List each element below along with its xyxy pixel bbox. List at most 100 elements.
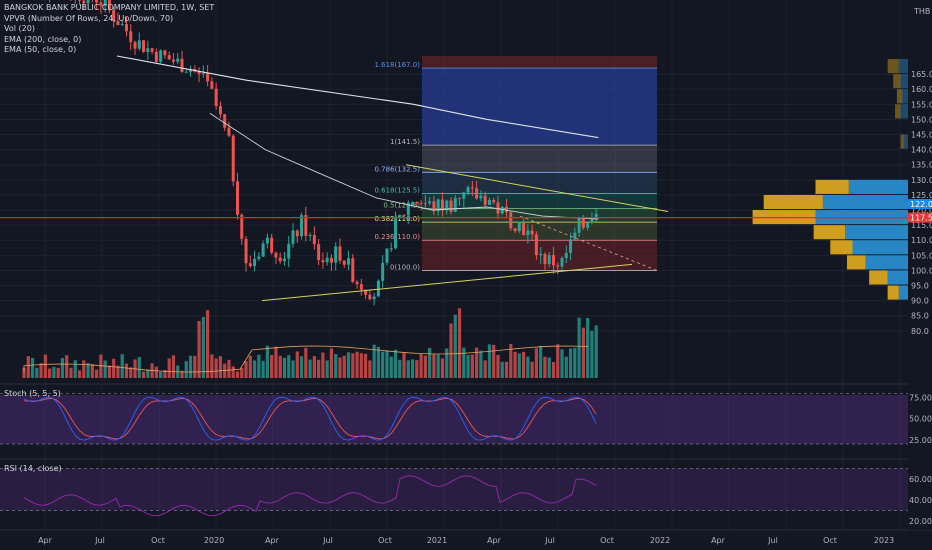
volume-bar <box>453 314 457 378</box>
candle-body <box>415 202 419 204</box>
stoch-k-line <box>23 396 597 441</box>
candle-body <box>82 0 86 4</box>
volume-bar <box>52 366 56 378</box>
candle-body <box>393 216 397 249</box>
legend-vol[interactable]: Vol (20) <box>4 24 35 33</box>
price-tick-label: 115.0 <box>911 221 932 230</box>
candle-body <box>543 253 547 265</box>
rsi-pane <box>0 468 908 517</box>
volume-bar <box>415 360 419 378</box>
volume-bar <box>159 371 163 378</box>
volume-bar <box>581 327 585 378</box>
volume-bar <box>26 356 30 378</box>
rsi-tick-label: 40.00 <box>909 496 932 505</box>
volume-bar <box>317 359 321 378</box>
legend-ema200[interactable]: EMA (200, close, 0) <box>4 34 82 44</box>
volume-bar <box>479 350 483 378</box>
volume-bars <box>22 308 598 378</box>
candle-body <box>406 205 410 216</box>
volume-bar <box>586 318 590 378</box>
candle-body <box>432 201 436 212</box>
volume-profile-down <box>887 285 899 300</box>
candle-body <box>278 257 282 262</box>
price-axis[interactable]: THB 165.0 160.0 155.0 150.0 145.0 140.0 135.0 13… <box>908 0 932 530</box>
candle-body <box>116 21 120 26</box>
candle-body <box>556 265 560 267</box>
trend-lines[interactable] <box>0 164 908 302</box>
candle-body <box>453 197 457 212</box>
stoch-tick-label: 75.00 <box>909 394 932 403</box>
volume-bar <box>99 354 103 378</box>
volume-bar <box>573 347 577 378</box>
legend-ema50[interactable]: EMA (50, close, 0) <box>4 45 77 54</box>
volume-bar <box>218 356 223 378</box>
candle-body <box>159 50 163 62</box>
price-tick-label: 110.0 <box>911 236 932 245</box>
time-tick-label: Apr <box>711 536 726 545</box>
volume-bar <box>496 354 500 378</box>
candle-body <box>103 0 107 6</box>
volume-bar <box>60 358 65 378</box>
rsi-legend[interactable]: RSI (14, close) <box>4 464 62 473</box>
volume-bar <box>235 371 240 378</box>
candle-body <box>573 232 577 240</box>
volume-bar <box>321 352 325 378</box>
candle-body <box>347 258 351 265</box>
volume-bar <box>107 365 111 378</box>
volume-profile-down <box>869 270 888 285</box>
volume-bar <box>440 358 445 378</box>
candle-body <box>389 248 393 250</box>
volume-bar <box>171 355 176 378</box>
volume-bar <box>436 354 440 378</box>
candle-body <box>458 197 462 199</box>
volume-bar <box>244 361 248 378</box>
time-tick-label: Jul <box>767 536 778 545</box>
price-tick-label: 105.0 <box>911 251 932 260</box>
candle-body <box>210 81 214 89</box>
candle-body <box>376 280 380 297</box>
volume-bar <box>137 357 141 378</box>
candle-body <box>445 200 449 211</box>
volume-bar <box>295 351 299 378</box>
volume-bar <box>90 364 94 378</box>
price-tick-label: 160.0 <box>911 85 932 94</box>
volume-bar <box>423 355 427 378</box>
legend-vpvr[interactable]: VPVR (Number Of Rows, 24, Up/Down, 70) <box>4 13 174 23</box>
candle-body <box>227 127 231 136</box>
candle-body <box>124 24 128 32</box>
volume-bar <box>539 345 543 378</box>
candle-body <box>466 187 470 193</box>
stoch-legend[interactable]: Stoch (5, 5, 5) <box>4 389 61 398</box>
symbol-title[interactable]: BANGKOK BANK PUBLIC COMPANY LIMITED, 1W,… <box>4 3 215 12</box>
volume-profile-up <box>900 74 908 89</box>
last-price-badge-bg <box>908 199 932 209</box>
volume-bar <box>364 353 368 378</box>
fib-extension-tool[interactable]: 1.618(167.0) 1(141.5) 0.786(132.5) 0.618(12… <box>374 56 657 271</box>
volume-bar <box>372 344 376 378</box>
volume-bar <box>577 317 581 378</box>
time-axis[interactable]: Apr Jul Oct 2020 Apr Jul Oct 2021 Apr Jul Oct 2022 A… <box>38 536 894 545</box>
candle-body <box>522 223 526 236</box>
fib-level-label: 0.5(120.5) <box>383 202 420 210</box>
volume-profile-up <box>887 270 908 285</box>
candle-body <box>505 206 509 213</box>
volume-profile-up <box>900 104 908 119</box>
rsi-tick-label: 60.00 <box>909 475 932 484</box>
candle-body <box>150 48 154 52</box>
time-tick-label: Apr <box>38 536 53 545</box>
volume-bar <box>568 348 573 378</box>
volume-bar <box>492 344 496 378</box>
candle-body <box>342 260 346 265</box>
time-tick-label: Oct <box>823 536 837 545</box>
volume-profile-up <box>822 194 908 210</box>
candle-body <box>381 262 385 281</box>
volume-bar <box>556 344 560 378</box>
candle-body <box>560 258 564 267</box>
candle-body <box>368 294 372 300</box>
volume-bar <box>329 348 334 378</box>
volume-bar <box>282 357 287 378</box>
volume-bar <box>509 344 513 378</box>
volume-bar <box>124 363 129 378</box>
volume-profile-down <box>887 59 899 74</box>
